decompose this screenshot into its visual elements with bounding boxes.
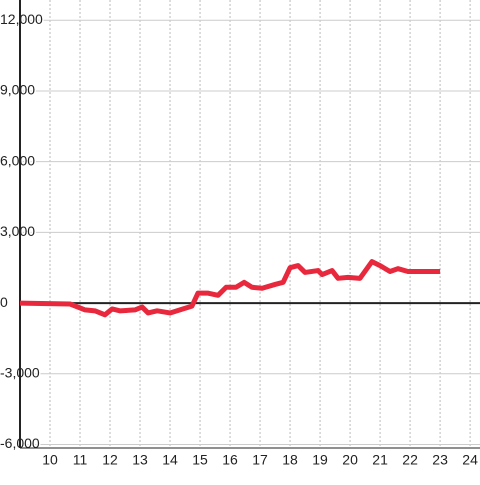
x-tick-label: 13	[132, 452, 148, 468]
x-tick-label: 19	[312, 452, 328, 468]
y-tick-label: 0	[0, 294, 8, 310]
y-tick-label: 6,000	[0, 152, 35, 168]
x-tick-label: 23	[432, 452, 448, 468]
y-tick-label: 3,000	[0, 223, 35, 239]
y-tick-label: 12,000	[0, 11, 43, 27]
series-line	[19, 259, 441, 318]
y-tick-label: 9,000	[0, 82, 35, 98]
x-tick-label: 22	[402, 452, 418, 468]
x-tick-label: 18	[282, 452, 298, 468]
x-tick-label: 12	[102, 452, 118, 468]
x-tick-label: 21	[372, 452, 388, 468]
x-tick-label: 24	[462, 452, 478, 468]
x-tick-label: 20	[342, 452, 358, 468]
x-tick-label: 14	[162, 452, 178, 468]
x-tick-label: 17	[252, 452, 268, 468]
x-tick-label: 15	[192, 452, 208, 468]
x-tick-label: 16	[222, 452, 238, 468]
x-tick-label: 11	[73, 452, 88, 468]
x-tick-label: 10	[42, 452, 58, 468]
